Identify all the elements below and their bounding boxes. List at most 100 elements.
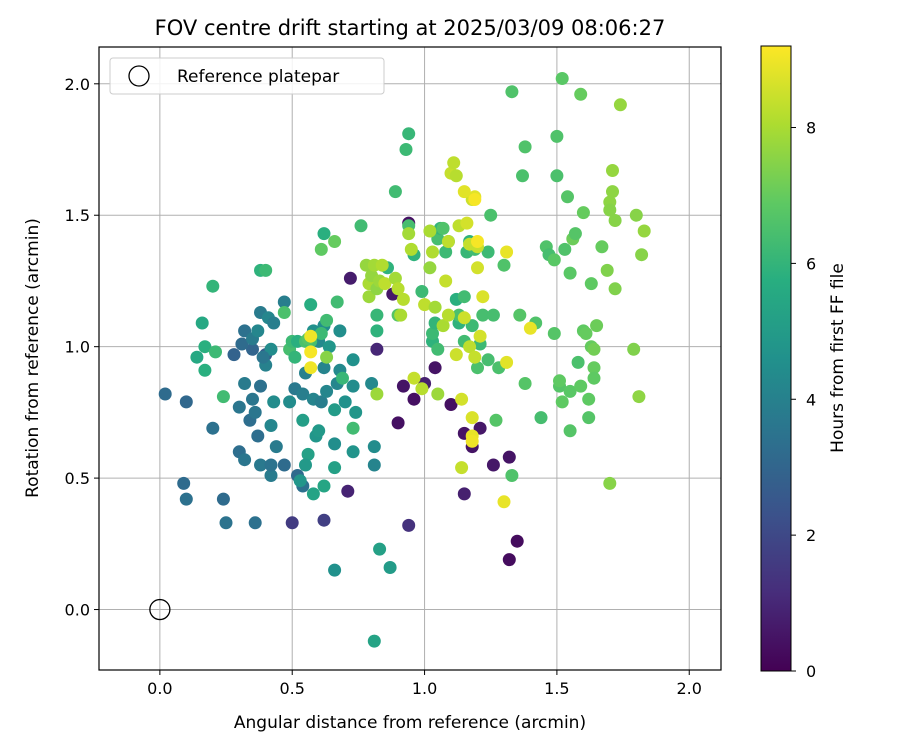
- data-point: [248, 405, 262, 419]
- data-point: [370, 324, 384, 338]
- data-point: [219, 516, 233, 530]
- data-point: [328, 461, 342, 475]
- data-point: [362, 290, 376, 304]
- data-point: [177, 476, 191, 490]
- y-tick-label: 1.0: [65, 338, 90, 357]
- data-point: [523, 321, 537, 335]
- data-point: [264, 342, 278, 356]
- data-point: [388, 271, 402, 285]
- data-point: [330, 295, 344, 309]
- data-point: [426, 327, 439, 340]
- colorbar-tick-label: 4: [806, 390, 816, 409]
- data-point: [465, 434, 479, 448]
- data-point: [428, 300, 442, 314]
- data-point: [402, 227, 416, 241]
- data-point: [637, 224, 651, 238]
- data-point: [484, 208, 498, 222]
- data-point: [346, 353, 360, 367]
- data-point: [441, 235, 455, 248]
- data-point: [582, 392, 596, 406]
- data-point: [603, 203, 617, 217]
- data-point: [367, 458, 381, 472]
- data-point: [254, 458, 267, 472]
- data-point: [365, 377, 379, 390]
- data-point: [179, 395, 193, 409]
- data-point: [563, 266, 577, 280]
- data-point: [267, 316, 281, 330]
- data-point: [301, 447, 315, 461]
- data-point: [254, 379, 267, 393]
- data-point: [574, 87, 588, 101]
- data-point: [304, 361, 318, 375]
- data-point: [497, 495, 511, 509]
- colorbar-tick-label: 0: [806, 662, 816, 681]
- data-point: [627, 342, 641, 356]
- data-point: [370, 387, 384, 401]
- x-axis-label: Angular distance from reference (arcmin): [234, 713, 586, 733]
- data-point: [471, 361, 484, 375]
- data-point: [304, 345, 318, 359]
- x-tick-label: 1.5: [544, 679, 569, 698]
- data-point: [629, 208, 643, 222]
- data-point: [505, 469, 519, 482]
- data-point: [568, 227, 582, 241]
- data-point: [481, 245, 495, 259]
- data-point: [299, 458, 312, 472]
- y-tick-label: 2.0: [65, 75, 90, 94]
- data-point: [367, 634, 381, 648]
- data-point: [563, 424, 577, 438]
- data-point: [227, 348, 241, 362]
- data-points: [158, 72, 651, 648]
- data-point: [613, 98, 627, 112]
- data-point: [306, 487, 320, 501]
- data-point: [367, 440, 381, 454]
- data-point: [333, 324, 347, 338]
- data-point: [269, 440, 283, 454]
- data-point: [518, 377, 532, 390]
- data-point: [259, 263, 273, 277]
- data-point: [468, 350, 482, 364]
- data-point: [238, 453, 252, 467]
- data-point: [407, 392, 421, 406]
- data-point: [457, 290, 471, 304]
- data-point: [473, 329, 487, 343]
- data-point: [500, 355, 514, 369]
- data-point: [251, 429, 265, 443]
- data-point: [198, 340, 212, 354]
- data-point: [476, 290, 490, 304]
- data-point: [238, 324, 252, 338]
- data-point: [402, 518, 416, 532]
- data-point: [510, 534, 524, 548]
- data-point: [547, 327, 561, 340]
- data-point: [486, 458, 500, 472]
- data-point: [582, 411, 596, 425]
- data-point: [349, 405, 363, 419]
- data-point: [463, 340, 477, 354]
- data-point: [336, 371, 349, 385]
- x-tick-label: 1.0: [412, 679, 437, 698]
- data-point: [322, 340, 336, 354]
- reference-marker: [149, 598, 171, 621]
- data-point: [576, 206, 590, 220]
- data-point: [579, 327, 593, 340]
- legend-marker-icon: [128, 65, 150, 87]
- data-point: [436, 319, 450, 333]
- data-point: [502, 553, 516, 567]
- data-point: [587, 342, 601, 356]
- data-point: [320, 313, 334, 327]
- data-point: [314, 395, 328, 409]
- colorbar: 0 2 4 6 8 Hours from first FF file: [760, 45, 848, 681]
- data-point: [391, 416, 405, 430]
- data-point: [283, 395, 297, 409]
- data-point: [195, 316, 209, 330]
- x-axis-ticks: 0.0 0.5 1.0 1.5 2.0: [147, 670, 702, 698]
- data-point: [561, 190, 574, 204]
- data-point: [563, 384, 577, 398]
- data-point: [235, 337, 249, 351]
- data-point: [608, 282, 622, 296]
- data-point: [304, 329, 318, 343]
- data-point: [317, 227, 331, 241]
- data-point: [277, 306, 291, 319]
- data-point: [584, 277, 598, 291]
- data-point: [198, 363, 212, 377]
